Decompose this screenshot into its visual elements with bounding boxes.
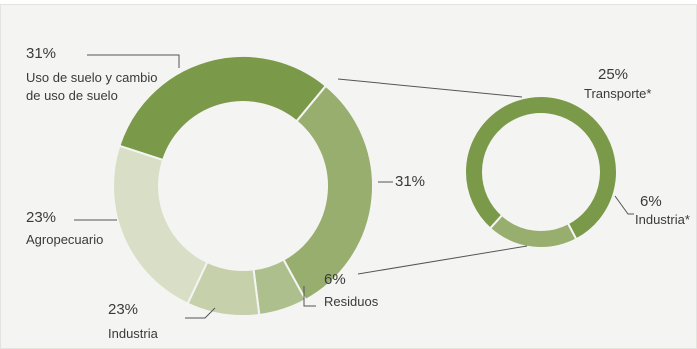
label-name-land-use-2: de uso de suelo <box>26 88 118 103</box>
leader-industry <box>185 307 216 319</box>
label-name-waste: Residuos <box>324 294 379 309</box>
leader-lines <box>74 54 634 319</box>
label-name-industry: Industria <box>108 326 159 341</box>
main-donut <box>112 55 374 317</box>
main-slice-1 <box>282 84 374 302</box>
label-pct-industry-sub: 6% <box>640 193 662 210</box>
connector-top <box>337 78 523 98</box>
label-pct-transport: 25% <box>598 66 628 83</box>
label-name-industry-sub: Industria* <box>635 212 690 227</box>
breakdown-slice-1 <box>488 213 578 249</box>
leader-waste <box>303 286 316 307</box>
label-name-land-use-1: Uso de suelo y cambio <box>26 70 158 85</box>
breakdown-donut <box>464 95 618 249</box>
leader-land-use <box>87 54 180 68</box>
label-name-agriculture: Agropecuario <box>26 232 103 247</box>
main-slice-4 <box>112 144 209 305</box>
label-pct-energy: 31% <box>395 173 425 190</box>
breakdown-connectors <box>337 78 528 275</box>
label-pct-agriculture: 23% <box>26 209 56 226</box>
label-pct-industry: 23% <box>108 301 138 318</box>
main-slice-0 <box>118 55 328 162</box>
leader-industry-sub <box>614 195 634 215</box>
label-pct-waste: 6% <box>324 271 346 288</box>
breakdown-slice-0 <box>464 95 618 241</box>
label-name-transport: Transporte* <box>584 86 651 101</box>
label-pct-land-use: 31% <box>26 45 56 62</box>
connector-bottom <box>357 245 528 275</box>
